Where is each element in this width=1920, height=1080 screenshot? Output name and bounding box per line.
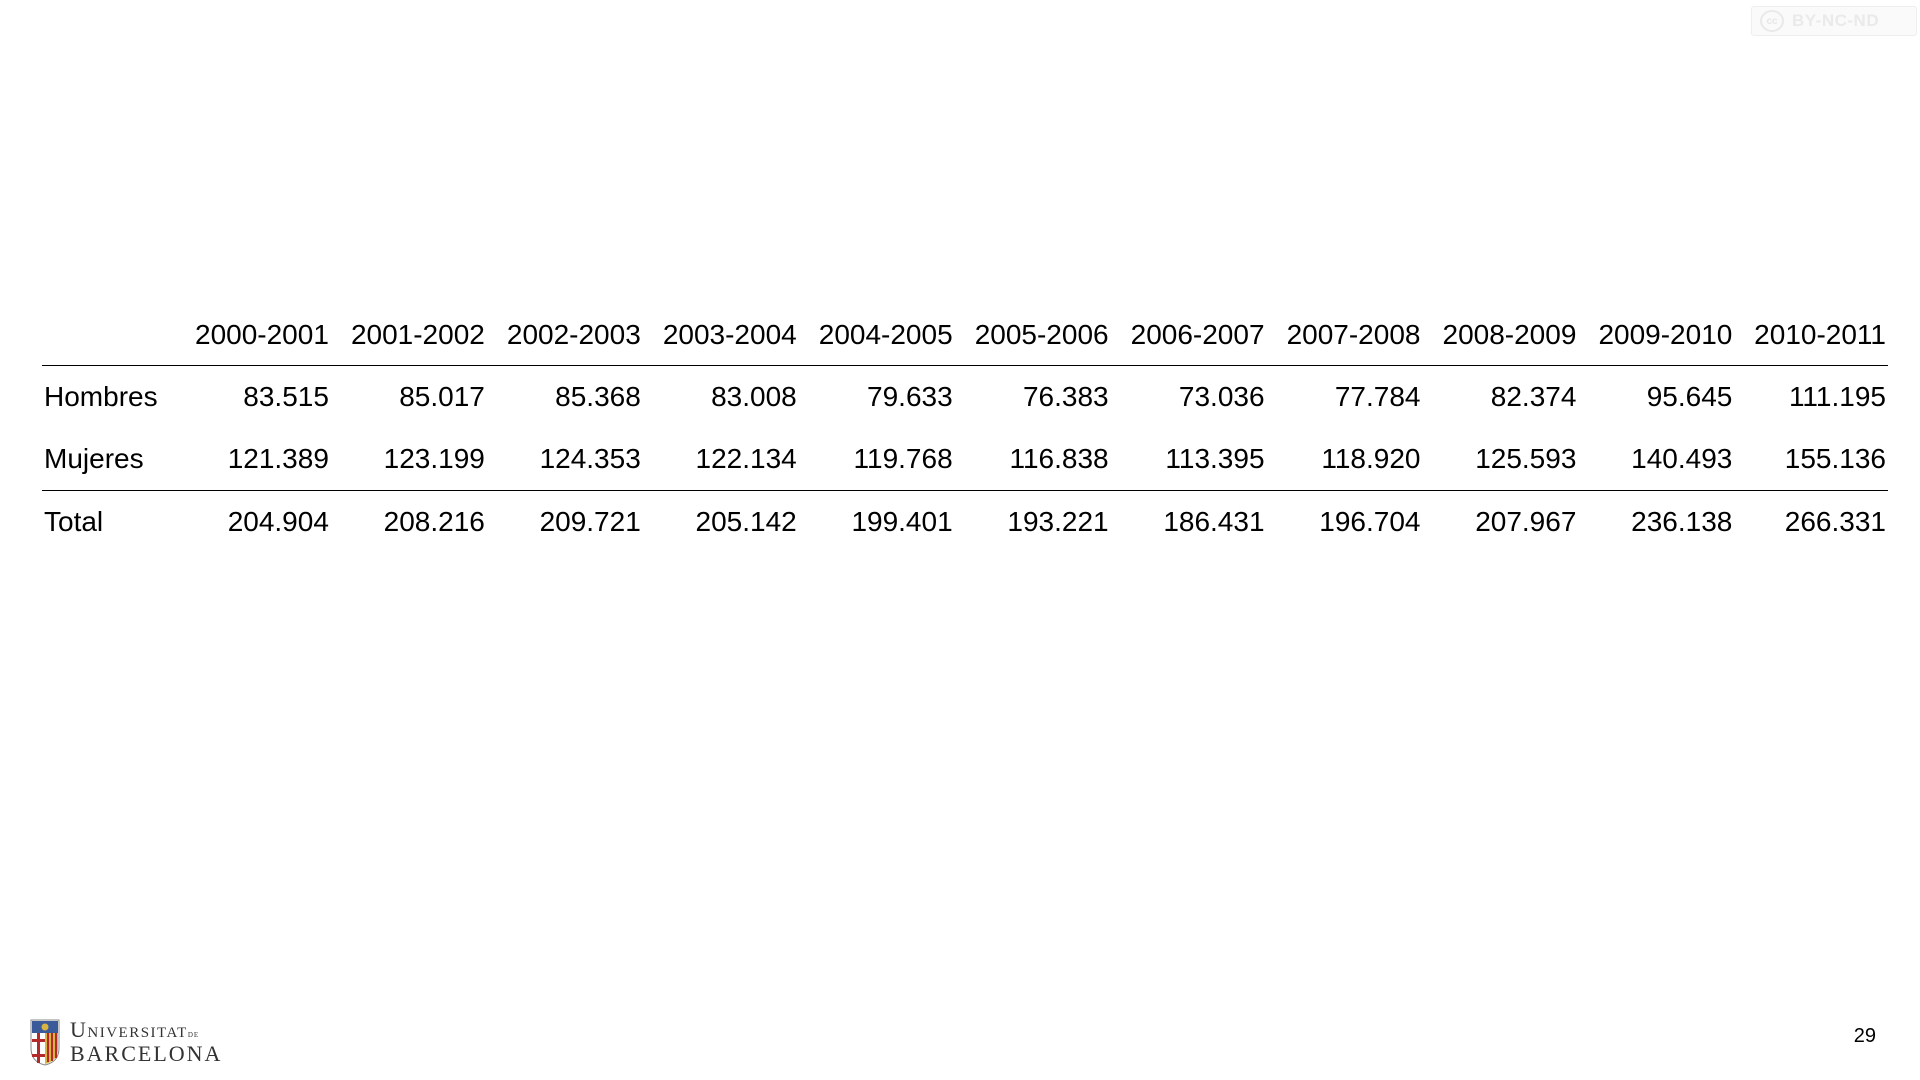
table-cell: 125.593	[1422, 428, 1579, 491]
table-cell: 83.008	[711, 381, 797, 412]
license-text: BY-NC-ND	[1792, 11, 1880, 30]
column-header: 2009-2010	[1578, 305, 1735, 366]
creative-commons-icon: cc	[1760, 10, 1784, 32]
table-cell: 79.633	[867, 381, 953, 412]
table-cell: 124.353	[486, 428, 643, 491]
table-cell: 196.704	[1319, 506, 1421, 537]
table-cell: 266.331	[1784, 506, 1886, 537]
column-header: 2004-2005	[798, 305, 955, 366]
table-cell: 95.645	[1646, 381, 1733, 412]
column-header: 2010-2011	[1734, 305, 1888, 366]
row-label: Total	[44, 506, 104, 537]
column-header: 2008-2009	[1422, 305, 1579, 366]
license-badge: cc BY-NC-ND	[1751, 6, 1917, 36]
table-cell: 73.036	[1178, 381, 1265, 412]
table-cell: 205.142	[695, 506, 797, 537]
enrollment-table: 2000-2001 2001-2002 2002-2003 2003-2004 …	[42, 305, 1888, 553]
column-header: 2005-2006	[954, 305, 1111, 366]
table-cell: 193.221	[1007, 506, 1109, 537]
table-row-total: Total 204.904 208.216 209.721 205.142 19…	[42, 491, 1888, 554]
table-cell: 76.383	[1022, 381, 1109, 412]
row-label: Hombres	[44, 381, 158, 412]
table-cell: 123.199	[330, 428, 487, 491]
logo-line-1: Universitatde	[70, 1017, 200, 1042]
table-cell: 116.838	[954, 428, 1111, 491]
table-cell: 122.134	[642, 428, 799, 491]
table-cell: 85.017	[399, 381, 485, 412]
table-cell: 208.216	[383, 506, 485, 537]
university-name: Universitatde BARCELONA	[70, 1019, 222, 1065]
university-shield-icon	[30, 1019, 60, 1066]
table-cell: 140.493	[1578, 428, 1735, 491]
table-cell: 77.784	[1334, 381, 1421, 412]
table-header-row: 2000-2001 2001-2002 2002-2003 2003-2004 …	[42, 305, 1888, 366]
table-cell: 118.920	[1266, 428, 1423, 491]
table-cell: 209.721	[539, 506, 641, 537]
table-cell: 85.368	[555, 381, 641, 412]
university-logo: Universitatde BARCELONA	[30, 1018, 222, 1066]
table-cell: 119.768	[798, 428, 955, 491]
table-cell: 204.904	[227, 506, 329, 537]
column-header: 2006-2007	[1110, 305, 1267, 366]
table-cell: 186.431	[1163, 506, 1265, 537]
header-corner	[42, 305, 175, 366]
table-row-mujeres: Mujeres 121.389 123.199 124.353 122.134 …	[42, 428, 1888, 491]
row-label: Mujeres	[42, 428, 175, 491]
table-cell: 111.195	[1788, 381, 1886, 412]
table-cell: 199.401	[851, 506, 953, 537]
table-cell: 155.136	[1734, 428, 1888, 491]
column-header: 2002-2003	[486, 305, 643, 366]
table-cell: 82.374	[1490, 381, 1577, 412]
table-cell: 83.515	[243, 381, 329, 412]
logo-line-2: BARCELONA	[70, 1041, 223, 1066]
page-number: 29	[1853, 1025, 1876, 1047]
column-header: 2007-2008	[1266, 305, 1423, 366]
table-cell: 113.395	[1110, 428, 1267, 491]
table-row-hombres: Hombres 83.515 85.017 85.368 83.008 79.6…	[42, 366, 1888, 429]
table-cell: 207.967	[1475, 506, 1577, 537]
column-header: 2003-2004	[642, 305, 799, 366]
column-header: 2001-2002	[330, 305, 487, 366]
column-header: 2000-2001	[174, 305, 331, 366]
table-cell: 236.138	[1631, 506, 1733, 537]
table-cell: 121.389	[174, 428, 331, 491]
